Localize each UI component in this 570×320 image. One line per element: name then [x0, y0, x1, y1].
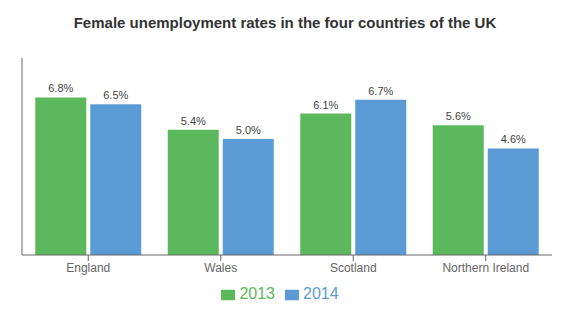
svg-text:6.8%: 6.8% — [48, 82, 73, 94]
svg-text:6.7%: 6.7% — [368, 85, 393, 97]
svg-text:5.0%: 5.0% — [236, 124, 261, 136]
html-text:2014: 2014 — [303, 285, 339, 302]
svg-text:5.4%: 5.4% — [181, 115, 206, 127]
svg-text:6.5%: 6.5% — [103, 89, 128, 101]
html-text:Female unemployment rates in t: Female unemployment rates in the four co… — [73, 14, 497, 31]
svg-text:6.1%: 6.1% — [313, 99, 338, 111]
html-text:2013: 2013 — [239, 285, 275, 302]
svg-text:England: England — [66, 261, 110, 275]
svg-text:Northern Ireland: Northern Ireland — [442, 261, 529, 275]
svg-text:4.6%: 4.6% — [501, 133, 526, 145]
svg-text:Scotland: Scotland — [330, 261, 377, 275]
svg-text:5.6%: 5.6% — [446, 110, 471, 122]
svg-text:Wales: Wales — [204, 261, 237, 275]
